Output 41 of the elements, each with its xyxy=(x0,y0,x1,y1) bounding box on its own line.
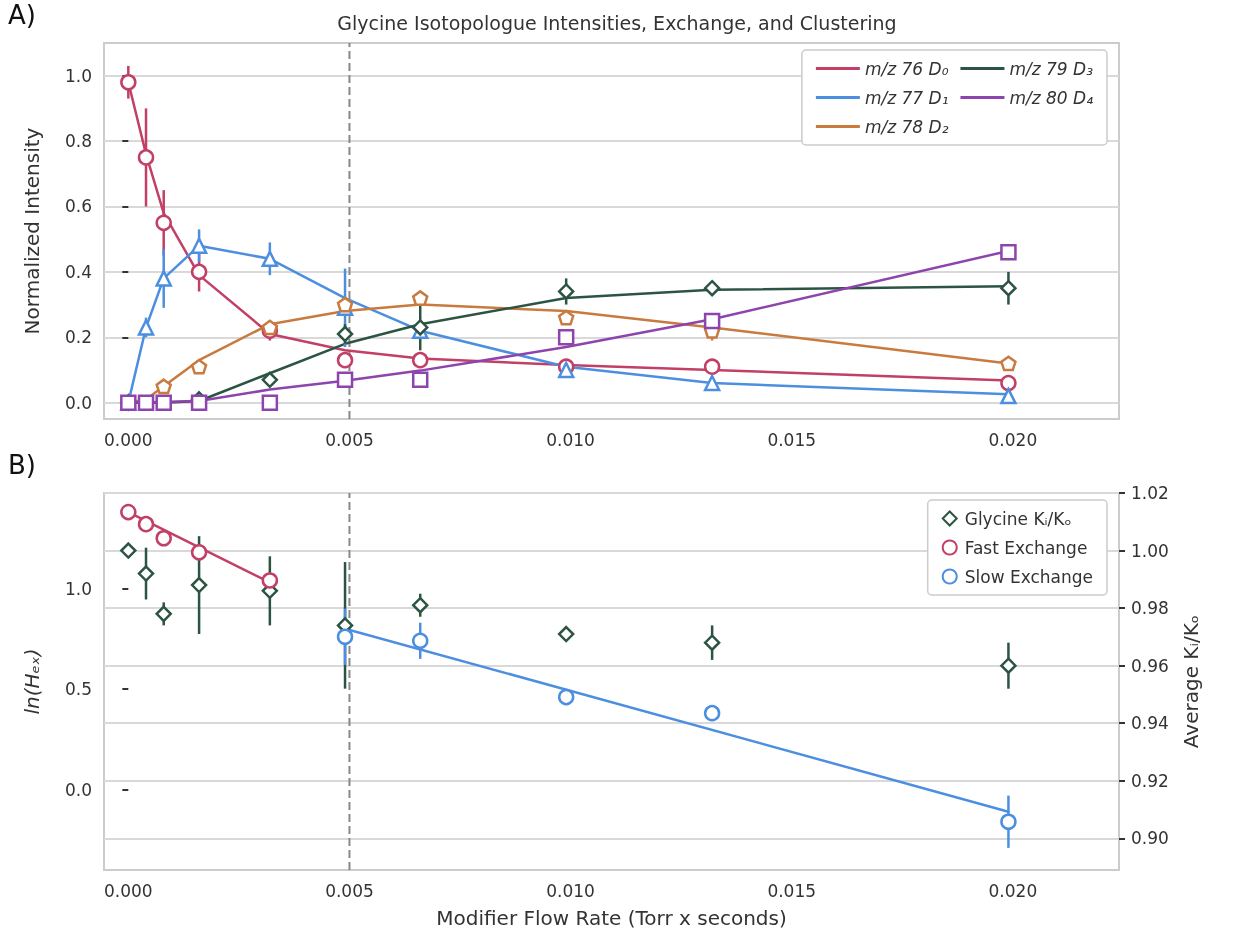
y-tick-label: 0.2 xyxy=(64,327,92,348)
x-tick-label: 0.005 xyxy=(325,429,374,450)
y-tick-label: 0.4 xyxy=(64,261,92,282)
y-tick-label: 1.0 xyxy=(64,65,92,86)
y2-axis-title: Average Kᵢ/Kₒ xyxy=(1179,614,1203,749)
x-tick-label: 0.020 xyxy=(988,429,1038,450)
y-axis-title: ln(Hₑₓ) xyxy=(20,648,44,715)
legend-label: m/z 77 D₁ xyxy=(864,87,949,108)
y2-tick-label: 0.94 xyxy=(1131,713,1169,734)
x-tick-label: 0.015 xyxy=(767,880,817,901)
y-tick-label: 1.0 xyxy=(64,578,92,599)
legend-label: Slow Exchange xyxy=(964,566,1094,587)
legend-label: Glycine Kᵢ/Kₒ xyxy=(964,508,1072,529)
legend-label: Fast Exchange xyxy=(964,537,1088,558)
y2-tick-label: 0.98 xyxy=(1131,598,1169,619)
legend-label: m/z 79 D₃ xyxy=(1009,58,1094,79)
y-tick-label: 0.8 xyxy=(64,131,92,152)
x-tick-label: 0.010 xyxy=(546,880,595,901)
chart-title: Glycine Isotopologue Intensities, Exchange, and Clustering xyxy=(337,11,897,34)
x-axis-title: Modifier Flow Rate (Torr x seconds) xyxy=(436,906,787,930)
y2-tick-label: 1.00 xyxy=(1131,540,1169,561)
legend-label: m/z 78 D₂ xyxy=(864,116,949,137)
y-tick-label: 0.5 xyxy=(64,679,92,700)
x-tick-label: 0.005 xyxy=(325,880,374,901)
y2-tick-label: 0.92 xyxy=(1131,770,1169,791)
y-tick-label: 0.0 xyxy=(64,392,92,413)
x-tick-label: 0.000 xyxy=(103,429,153,450)
y-tick-label: 0.6 xyxy=(64,196,92,217)
x-tick-label: 0.010 xyxy=(546,429,595,450)
x-tick-label: 0.020 xyxy=(988,880,1038,901)
legend-label: m/z 80 D₄ xyxy=(1009,87,1094,108)
x-tick-label: 0.015 xyxy=(767,429,817,450)
text: B) xyxy=(8,450,36,480)
y-tick-label: 0.0 xyxy=(64,779,92,800)
legend-label: m/z 76 D₀ xyxy=(864,58,949,79)
y2-tick-label: 0.90 xyxy=(1131,828,1169,849)
text: A) xyxy=(8,0,36,30)
y2-tick-label: 1.02 xyxy=(1131,483,1169,503)
y2-tick-label: 0.96 xyxy=(1131,655,1169,676)
y-axis-title: Normalized Intensity xyxy=(20,127,44,335)
x-tick-label: 0.000 xyxy=(103,880,153,901)
